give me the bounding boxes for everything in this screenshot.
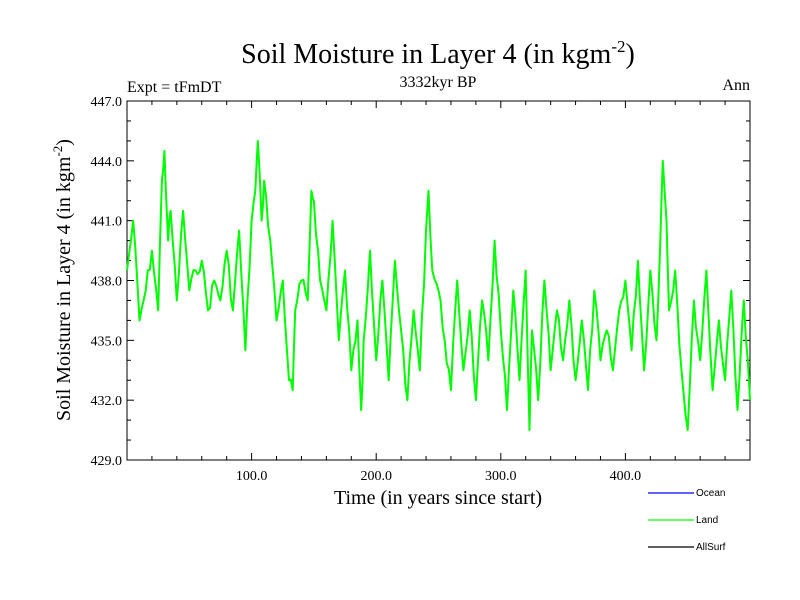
y-tick-label: 444.0: [91, 155, 123, 170]
period-label: 3332kyr BP: [400, 74, 477, 91]
x-tick-label: 300.0: [485, 469, 517, 484]
y-tick-label: 438.0: [91, 275, 123, 290]
plot-frame: [126, 100, 751, 461]
y-tick-labels: 429.0 432.0 435.0 438.0 441.0 444.0 447.0: [91, 95, 123, 469]
y-tick-label: 429.0: [91, 454, 123, 469]
y-tick-label: 447.0: [91, 95, 123, 110]
legend-label-land: Land: [696, 515, 718, 526]
series-line-land: [126, 139, 751, 432]
chart-title: Soil Moisture in Layer 4 (in kgm-2): [241, 37, 635, 70]
x-tick-label: 400.0: [610, 469, 642, 484]
y-tick-label: 432.0: [91, 394, 123, 409]
season-label: Ann: [722, 77, 750, 94]
x-tick-label: 200.0: [360, 469, 392, 484]
legend-label-ocean: Ocean: [696, 488, 725, 499]
experiment-label: Expt = tFmDT: [127, 79, 222, 96]
x-tick-labels: 100.0 200.0 300.0 400.0: [236, 469, 641, 484]
y-tick-label: 441.0: [91, 215, 123, 230]
legend: Ocean Land AllSurf: [648, 488, 726, 553]
y-axis-label: Soil Moisture in Layer 4 (in kgm-2): [50, 139, 75, 421]
y-tick-label: 435.0: [91, 334, 123, 349]
axis-ticks: [127, 100, 750, 461]
legend-label-allsurf: AllSurf: [696, 542, 726, 553]
x-axis-label: Time (in years since start): [334, 487, 542, 509]
x-tick-label: 100.0: [236, 469, 268, 484]
